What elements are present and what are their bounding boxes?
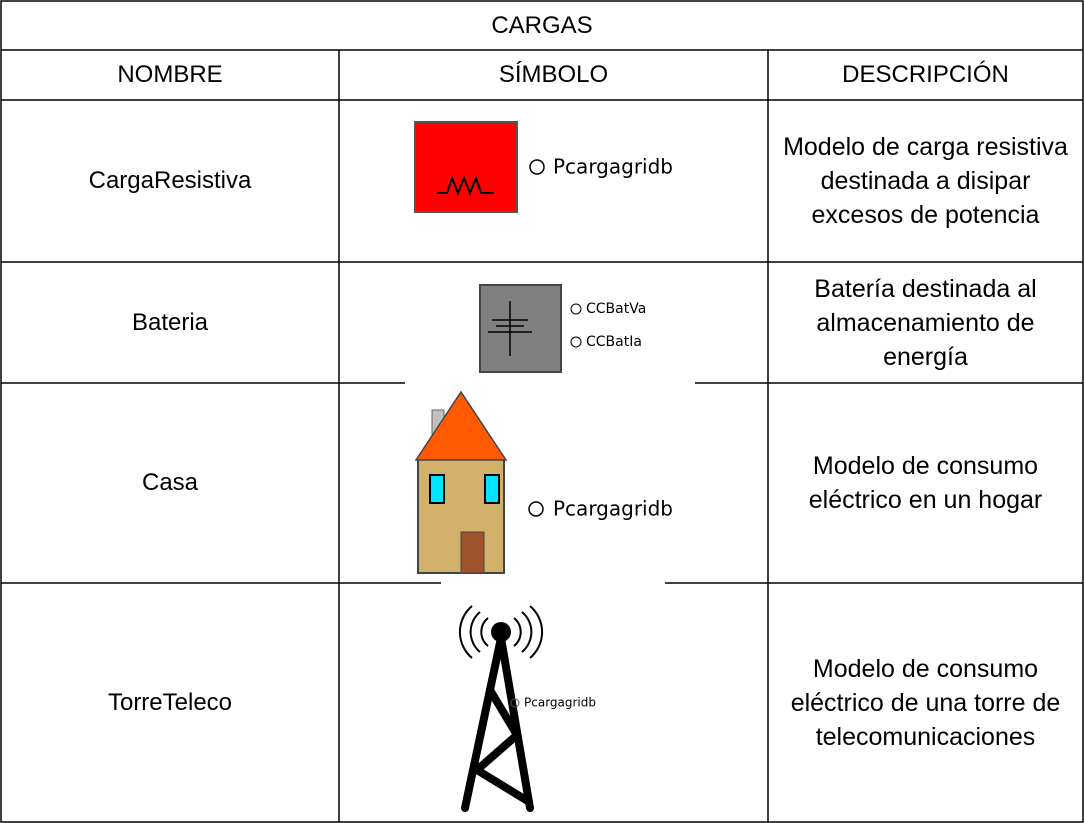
symbol-label: CCBatVa [586, 301, 646, 317]
house-symbol [405, 378, 695, 574]
tower-symbol [441, 578, 665, 812]
symbol-label: Pcargagridb [524, 696, 596, 710]
symbol-label: CCBatIa [586, 334, 642, 350]
load-description: Modelo de consumo eléctrico en un hogar [808, 452, 1043, 514]
table-title: CARGAS [491, 11, 593, 39]
resistor-symbol [414, 121, 545, 213]
load-name: TorreTeleco [107, 688, 233, 716]
load-description: Batería destinada al almacenamiento de e… [814, 274, 1037, 371]
column-header: SÍMBOLO [498, 61, 609, 88]
load-name: Casa [141, 469, 199, 496]
symbol-label: Pcargagridb [553, 155, 673, 179]
load-description: Modelo de consumo eléctrico de una torre… [790, 654, 1061, 751]
load-name: CargaResistiva [88, 167, 252, 194]
load-description: Modelo de carga resistiva destinada a di… [783, 133, 1068, 229]
load-name: Bateria [131, 308, 209, 336]
battery-symbol [479, 284, 582, 373]
symbol-label: Pcargagridb [553, 497, 673, 521]
column-header: NOMBRE [117, 61, 223, 88]
column-header: DESCRIPCIÓN [842, 61, 1009, 88]
